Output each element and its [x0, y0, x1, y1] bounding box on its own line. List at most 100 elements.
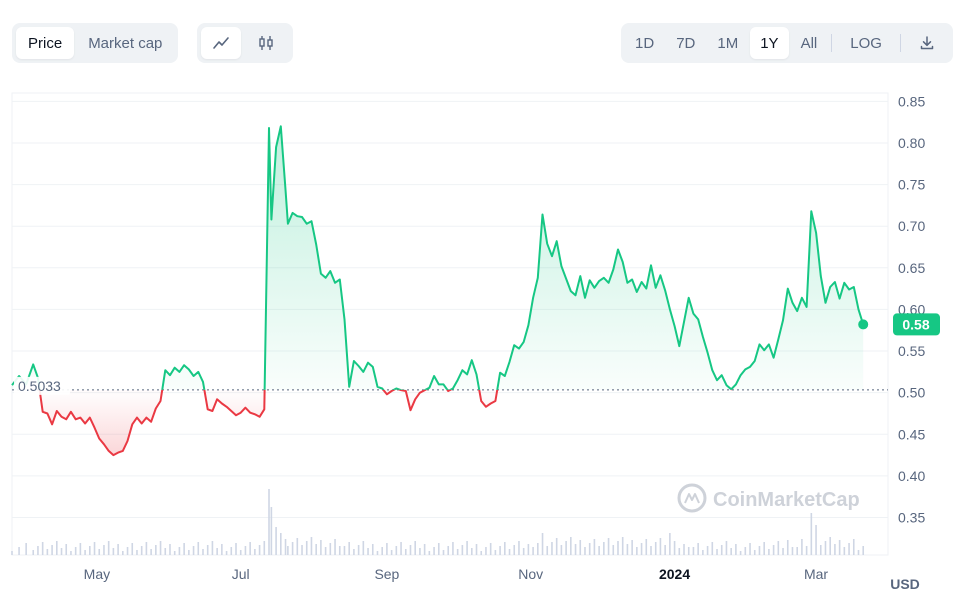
volume-bar: [758, 546, 761, 555]
range-1d-button[interactable]: 1D: [635, 34, 655, 52]
volume-bar: [584, 547, 586, 555]
volume-bar: [192, 546, 195, 555]
volume-bar: [763, 542, 765, 555]
baseline-label-bg: [14, 376, 70, 395]
chart-view-toggle: [197, 23, 293, 63]
y-tick-label: 0.70: [898, 218, 925, 234]
volume-bar: [532, 547, 534, 555]
range-1y-button[interactable]: 1Y: [750, 27, 789, 59]
volume-bar: [447, 546, 450, 555]
volume-bar: [518, 541, 520, 555]
chart-type-toggle: Price Market cap: [12, 23, 179, 63]
candlestick-icon: [259, 36, 273, 50]
x-tick-label: Jul: [232, 566, 250, 582]
volume-bar: [37, 546, 39, 555]
y-tick-label: 0.40: [898, 468, 925, 484]
range-1m-button[interactable]: 1M: [717, 34, 739, 52]
volume-bar: [480, 551, 483, 555]
volume-bar: [409, 545, 412, 555]
volume-bar: [268, 489, 270, 555]
volume-bar: [159, 541, 162, 555]
watermark-text: CoinMarketCap: [713, 489, 860, 511]
volume-bar: [197, 542, 200, 555]
candlestick-button[interactable]: [243, 27, 289, 59]
volume-bar: [338, 546, 341, 555]
volume-bar: [654, 542, 657, 555]
x-tick-label: Sep: [374, 566, 399, 582]
volume-bar: [829, 537, 831, 555]
volume-bar: [41, 542, 44, 555]
volume-bar: [275, 527, 277, 555]
price-area-down: [39, 389, 498, 456]
volume-bar: [178, 547, 181, 555]
volume-bar: [18, 547, 20, 555]
volume-bar: [173, 551, 176, 555]
download-button[interactable]: [905, 27, 949, 59]
volume-bar: [107, 541, 110, 555]
volume-bar: [513, 545, 516, 555]
volume-bar: [183, 543, 185, 555]
volume-bar: [607, 538, 610, 555]
range-7d-button[interactable]: 7D: [676, 34, 696, 52]
volume-bar: [343, 546, 346, 555]
volume-bar: [79, 543, 82, 555]
volume-bar: [725, 541, 728, 555]
x-tick-label: May: [84, 566, 110, 582]
volume-bar: [730, 548, 732, 555]
watermark: CoinMarketCap: [677, 483, 860, 513]
log-scale-button[interactable]: LOG: [850, 34, 882, 52]
volume-bar: [687, 547, 690, 555]
market-cap-tab[interactable]: Market cap: [88, 34, 163, 52]
price-tab[interactable]: Price: [16, 27, 75, 59]
volume-bar: [280, 533, 282, 555]
range-all-button[interactable]: All: [800, 34, 818, 52]
volume-bar: [593, 539, 596, 555]
volume-bar: [216, 548, 218, 555]
volume-bar: [673, 541, 676, 555]
y-gridlines: [12, 100, 888, 519]
volume-bar: [164, 548, 167, 555]
volume-bar: [857, 550, 860, 555]
volume-bar: [706, 546, 709, 555]
plot-frame: [11, 92, 889, 556]
y-tick-label: 0.65: [898, 260, 925, 276]
volume-bars: [11, 489, 865, 555]
volume-bar: [777, 541, 780, 555]
volume-bar: [504, 542, 506, 555]
volume-bar: [334, 539, 336, 555]
current-price-dot: [858, 319, 869, 330]
baseline-label: 0.5033: [18, 378, 61, 394]
volume-bar: [254, 549, 256, 555]
x-tick-label: 2024: [659, 566, 690, 582]
volume-bar: [376, 551, 379, 555]
volume-bar: [11, 551, 13, 555]
volume-bar: [475, 544, 478, 555]
volume-bar: [324, 547, 327, 555]
volume-bar: [749, 543, 751, 555]
volume-bar: [805, 546, 808, 555]
price-line-down: [38, 389, 732, 457]
volume-bar: [93, 542, 96, 555]
volume-bar: [546, 546, 549, 555]
toolbar-divider: [831, 34, 833, 52]
y-tick-label: 0.75: [898, 177, 925, 193]
volume-bar: [570, 537, 572, 555]
volume-bar: [489, 543, 492, 555]
volume-bar: [697, 543, 699, 555]
volume-bar: [65, 544, 68, 555]
volume-bar: [815, 525, 817, 555]
volume-bar: [796, 547, 798, 555]
line-chart-button[interactable]: [201, 27, 241, 59]
volume-bar: [768, 549, 770, 555]
volume-bar: [60, 548, 63, 555]
volume-bar: [645, 539, 648, 555]
volume-bar: [735, 544, 737, 555]
volume-bar: [84, 550, 86, 555]
volume-bar: [315, 544, 317, 555]
volume-bar: [541, 533, 544, 555]
volume-bar: [527, 544, 530, 555]
volume-bar: [744, 547, 747, 555]
volume-bar: [678, 548, 681, 555]
volume-bar: [211, 541, 214, 555]
